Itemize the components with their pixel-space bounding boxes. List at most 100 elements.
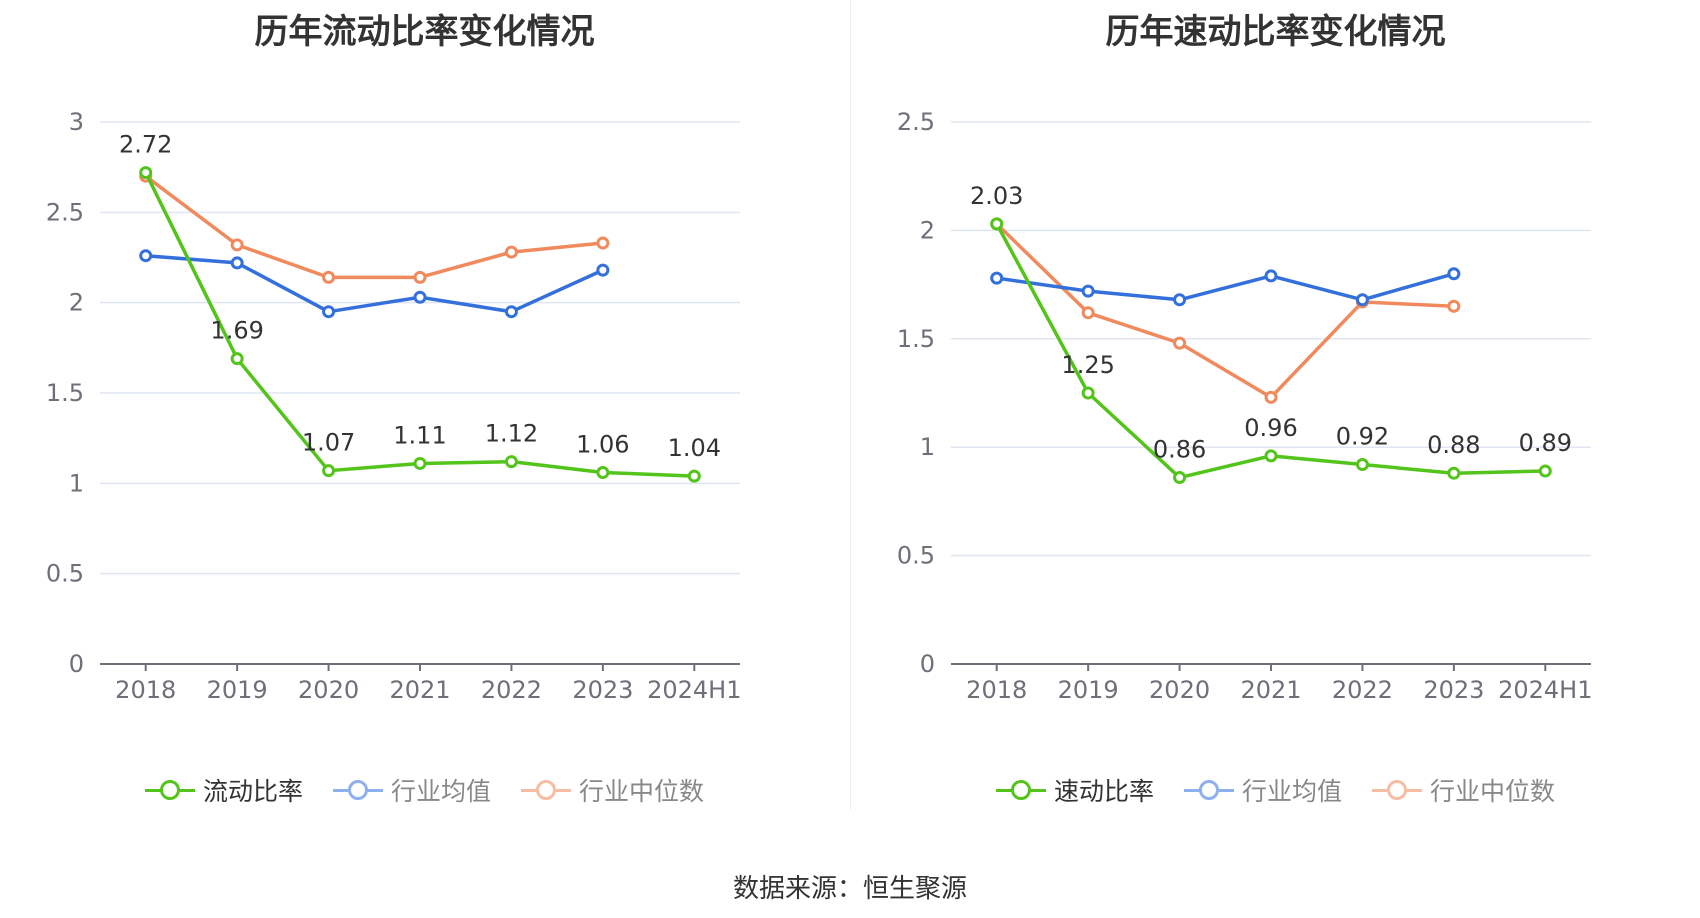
legend-marker-icon bbox=[332, 778, 383, 802]
data-point bbox=[504, 245, 518, 259]
x-tick-label: 2019 bbox=[207, 676, 268, 704]
series-line bbox=[995, 222, 1454, 400]
data-label: 1.11 bbox=[393, 421, 446, 449]
data-point bbox=[1173, 336, 1187, 350]
data-point bbox=[1173, 471, 1187, 485]
chart-title: 历年速动比率变化情况 bbox=[1105, 12, 1446, 52]
legend-marker-icon bbox=[995, 778, 1046, 802]
data-point bbox=[413, 270, 427, 284]
legend-item-industry-median[interactable]: 行业中位数 bbox=[1372, 772, 1555, 808]
y-tick-label: 0 bbox=[69, 650, 84, 678]
data-point bbox=[1447, 466, 1461, 480]
legend-marker-icon bbox=[1372, 778, 1422, 802]
data-point bbox=[1264, 269, 1278, 283]
data-label: 0.96 bbox=[1244, 414, 1297, 442]
data-point bbox=[596, 236, 610, 250]
quick-ratio-chart-panel: 历年速动比率变化情况 0 0.5 1 1.5 2 2.5 2018 2019 2020 2021 2… bbox=[851, 0, 1700, 918]
legend-marker-icon bbox=[1183, 778, 1234, 802]
y-tick-label: 1 bbox=[69, 469, 84, 497]
data-label: 0.88 bbox=[1427, 431, 1480, 459]
data-label: 0.92 bbox=[1336, 423, 1389, 451]
data-point bbox=[1264, 390, 1278, 404]
data-label: 1.06 bbox=[576, 430, 629, 458]
legend-item-current-ratio[interactable]: 流动比率 bbox=[144, 772, 303, 808]
y-tick-label: 0.5 bbox=[46, 560, 84, 588]
data-point bbox=[687, 469, 701, 483]
legend-label: 行业中位数 bbox=[1430, 777, 1556, 806]
legend-label: 流动比率 bbox=[202, 777, 303, 806]
y-tick-label: 1 bbox=[920, 433, 935, 461]
chart-legend: 流动比率 行业均值 行业中位数 bbox=[0, 772, 849, 808]
data-point bbox=[139, 249, 153, 263]
data-label: 0.86 bbox=[1153, 436, 1206, 464]
y-tick-label: 0.5 bbox=[897, 542, 935, 570]
data-label: 0.89 bbox=[1519, 429, 1572, 457]
x-tick-label: 2022 bbox=[481, 676, 542, 704]
legend-label: 行业中位数 bbox=[579, 777, 705, 806]
x-tick-label: 2021 bbox=[389, 676, 450, 704]
data-point bbox=[230, 352, 244, 366]
data-point bbox=[1355, 293, 1369, 307]
legend-item-industry-mean[interactable]: 行业均值 bbox=[332, 772, 491, 808]
current-ratio-chart: 0 0.5 1 1.5 2 2.5 3 2018 2019 2020 2021 2022 2023 202… bbox=[46, 108, 742, 704]
data-label: 1.12 bbox=[485, 420, 538, 448]
data-point bbox=[1081, 284, 1095, 298]
data-point bbox=[1081, 306, 1095, 320]
x-tick-label: 2024H1 bbox=[647, 676, 741, 704]
y-tick-label: 1.5 bbox=[897, 325, 935, 353]
chart-title: 历年流动比率变化情况 bbox=[254, 12, 595, 52]
y-tick-label: 2.5 bbox=[46, 198, 84, 226]
legend-label: 行业均值 bbox=[1241, 777, 1342, 806]
data-point bbox=[596, 465, 610, 479]
data-point bbox=[1355, 458, 1369, 472]
quick-ratio-chart: 0 0.5 1 1.5 2 2.5 2018 2019 2020 2021 2022 2023 2024… bbox=[897, 108, 1593, 704]
data-point bbox=[413, 290, 427, 304]
data-point bbox=[139, 166, 153, 180]
data-point bbox=[990, 271, 1004, 285]
data-point bbox=[504, 305, 518, 319]
y-tick-label: 2.5 bbox=[897, 108, 935, 136]
x-tick-label: 2024H1 bbox=[1498, 676, 1592, 704]
data-point bbox=[596, 263, 610, 277]
y-tick-label: 2 bbox=[69, 289, 84, 317]
x-tick-label: 2021 bbox=[1240, 676, 1301, 704]
data-point bbox=[1447, 267, 1461, 281]
y-tick-label: 3 bbox=[69, 108, 84, 136]
data-label: 1.69 bbox=[210, 317, 263, 345]
x-tick-label: 2022 bbox=[1332, 676, 1393, 704]
legend-item-quick-ratio[interactable]: 速动比率 bbox=[995, 772, 1154, 808]
legend-marker-icon bbox=[521, 778, 571, 802]
legend-label: 速动比率 bbox=[1053, 777, 1154, 806]
data-point bbox=[230, 256, 244, 270]
y-tick-label: 0 bbox=[920, 650, 935, 678]
y-tick-label: 1.5 bbox=[46, 379, 84, 407]
legend-item-industry-mean[interactable]: 行业均值 bbox=[1183, 772, 1342, 808]
legend-label: 行业均值 bbox=[390, 777, 491, 806]
x-tick-label: 2019 bbox=[1058, 676, 1119, 704]
legend-item-industry-median[interactable]: 行业中位数 bbox=[521, 772, 704, 808]
data-source-note: 数据来源：恒生聚源 bbox=[732, 874, 967, 904]
x-tick-label: 2023 bbox=[1423, 676, 1484, 704]
y-tick-label: 2 bbox=[920, 216, 935, 244]
data-point bbox=[1538, 464, 1552, 478]
x-tick-label: 2018 bbox=[966, 676, 1027, 704]
data-point bbox=[1447, 299, 1461, 313]
series-line bbox=[996, 272, 1455, 302]
x-tick-label: 2023 bbox=[572, 676, 633, 704]
legend-marker-icon bbox=[144, 778, 195, 802]
data-label: 1.25 bbox=[1061, 351, 1114, 379]
x-tick-label: 2020 bbox=[1149, 676, 1210, 704]
data-label: 1.04 bbox=[668, 434, 721, 462]
series-line bbox=[145, 253, 604, 314]
data-point bbox=[413, 456, 427, 470]
panel-divider bbox=[850, 0, 851, 810]
data-point bbox=[322, 270, 336, 284]
data-point bbox=[322, 305, 336, 319]
x-tick-label: 2020 bbox=[298, 676, 359, 704]
x-tick-label: 2018 bbox=[115, 676, 176, 704]
data-point bbox=[1081, 386, 1095, 400]
series-line bbox=[144, 174, 604, 280]
data-point bbox=[322, 464, 336, 478]
data-label: 2.03 bbox=[970, 182, 1023, 210]
data-point bbox=[1173, 293, 1187, 307]
